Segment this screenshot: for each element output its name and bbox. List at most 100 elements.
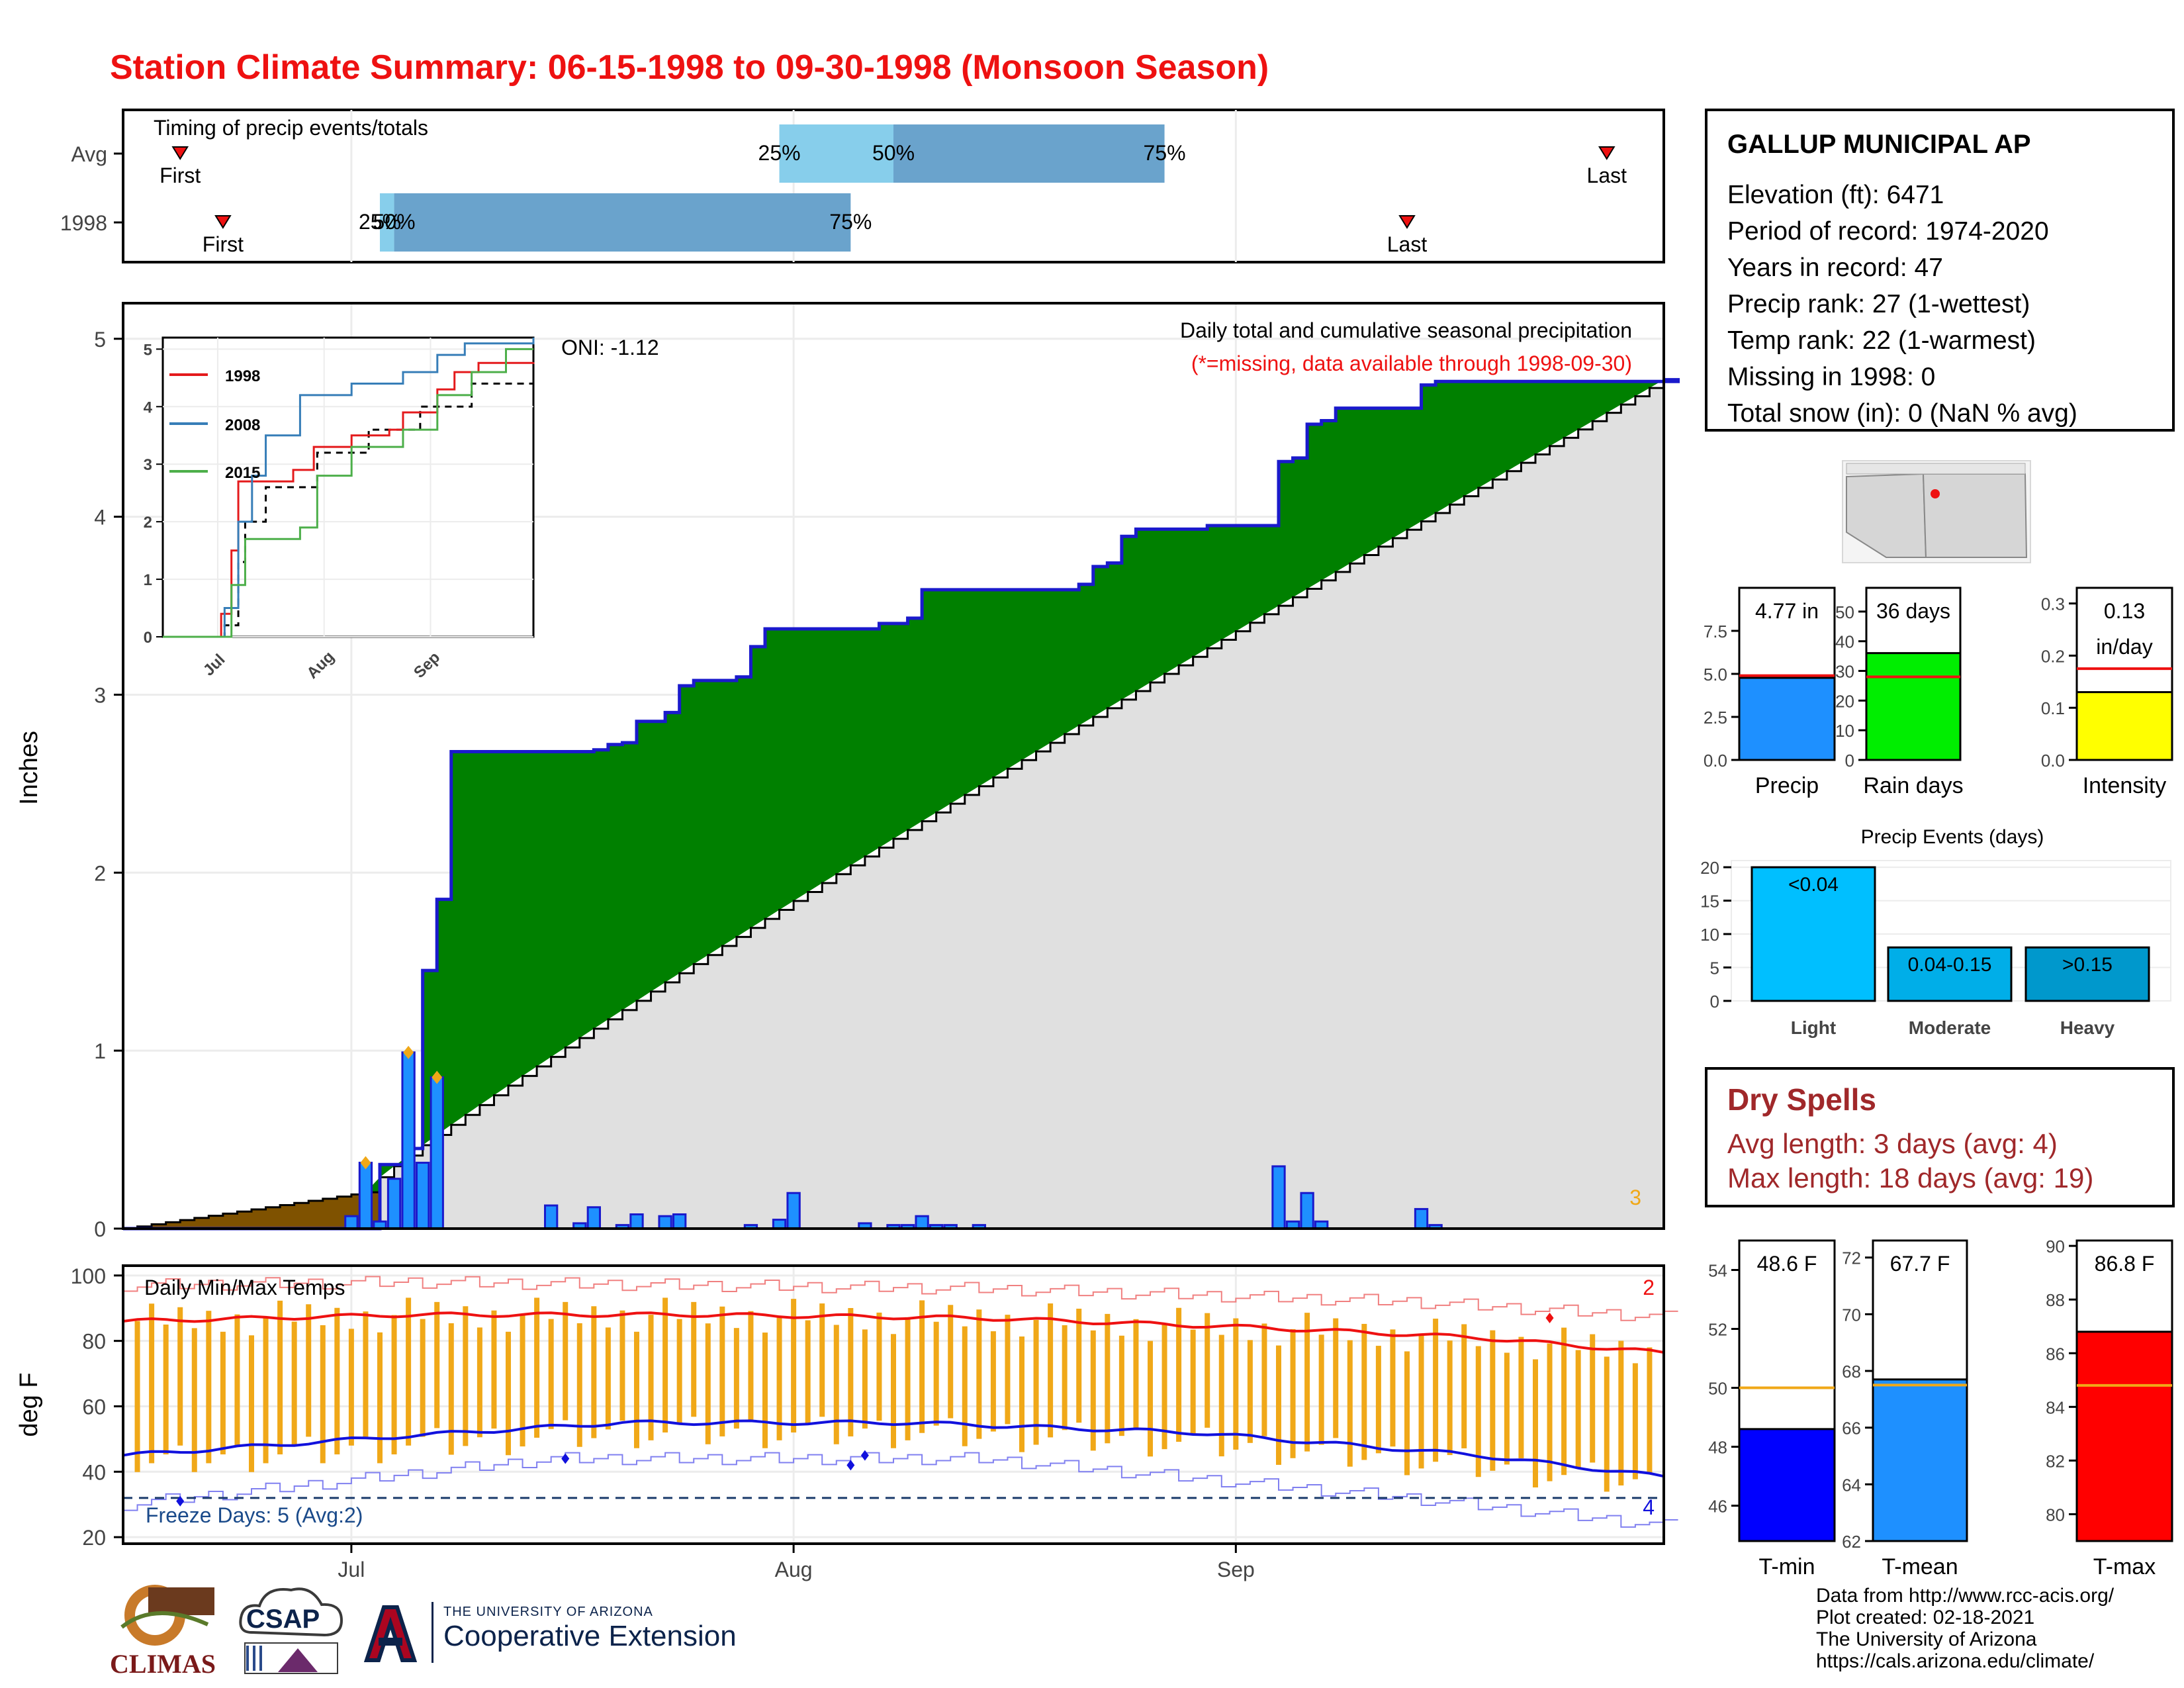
events-bar — [1751, 866, 1876, 1002]
precip-summary-ytick-label: 5.0 — [1704, 665, 1727, 684]
rain-days-ytick-label: 20 — [1835, 691, 1854, 711]
month-tick-label: Aug — [775, 1558, 813, 1581]
t-min-ytick-label: 46 — [1708, 1497, 1727, 1517]
freeze-days-label: Freeze Days: 5 (Avg:2) — [146, 1503, 363, 1527]
timing-bar-25-50 — [380, 193, 394, 252]
t-mean-ytick-label: 72 — [1842, 1248, 1861, 1268]
t-max-category-label: T-max — [2093, 1554, 2156, 1579]
daily-temp-range-bar — [1347, 1340, 1353, 1467]
record-marker — [561, 1453, 570, 1464]
last-marker — [1398, 215, 1416, 229]
daily-temp-range-bar — [719, 1306, 725, 1436]
dry-spells-panel: Dry Spells Avg length: 3 days (avg: 4) M… — [1705, 1067, 2175, 1207]
daily-temp-range-bar — [1005, 1315, 1011, 1425]
daily-temp-range-bar — [1375, 1346, 1381, 1454]
t-max-ytick-label: 84 — [2046, 1397, 2065, 1417]
daily-precip-bar — [658, 1215, 672, 1230]
daily-temp-range-bar — [1361, 1323, 1367, 1460]
daily-temp-range-bar — [862, 1329, 868, 1429]
timing-label-25: 25% — [359, 210, 401, 234]
daily-temp-range-bar — [448, 1323, 454, 1455]
daily-temp-range-bar — [1490, 1330, 1496, 1471]
daily-precip-bar — [416, 1162, 430, 1230]
avg-min-line — [122, 1419, 1664, 1478]
events-ytick-label: 20 — [1700, 858, 1719, 878]
timing-title: Timing of precip events/totals — [154, 116, 428, 140]
daily-precip-bar — [1271, 1165, 1286, 1230]
record-marker — [1545, 1313, 1554, 1324]
daily-temp-range-bar — [1561, 1327, 1567, 1476]
t-mean-category-label: T-mean — [1882, 1554, 1958, 1579]
events-bar — [1887, 946, 2013, 1002]
daily-temp-range-bar — [1133, 1319, 1139, 1429]
daily-temp-range-bar — [848, 1307, 854, 1436]
daily-temp-range-bar — [348, 1329, 354, 1446]
record-marker — [860, 1450, 869, 1461]
daily-temp-range-bar — [591, 1306, 597, 1438]
daily-precip-bar — [915, 1215, 929, 1230]
csap-logo — [239, 1587, 343, 1674]
timing-bar-50-75 — [394, 193, 851, 252]
t-max-ytick-label: 80 — [2046, 1505, 2065, 1524]
daily-temp-range-bar — [1618, 1340, 1624, 1486]
dry-spells-avg: Avg length: 3 days (avg: 4) — [1727, 1128, 2058, 1159]
daily-temp-range-bar — [1504, 1352, 1510, 1465]
daily-temp-range-bar — [1048, 1303, 1054, 1438]
rain-days-bar — [1865, 652, 1962, 761]
events-category-label: Moderate — [1909, 1017, 1991, 1038]
t-mean-ytick-label: 70 — [1842, 1305, 1861, 1325]
daily-temp-range-bar — [1261, 1323, 1267, 1436]
timing-label-75: 75% — [829, 210, 872, 234]
first-marker — [171, 146, 189, 160]
daily-temp-range-bar — [149, 1303, 155, 1464]
daily-temp-range-bar — [563, 1301, 569, 1421]
timing-last-label: Last — [1387, 232, 1428, 256]
timing-row-label: Avg — [71, 142, 107, 166]
dry-spells-max: Max length: 18 days (avg: 19) — [1727, 1162, 2094, 1194]
precip-summary-bar — [1738, 677, 1836, 761]
daily-temp-range-bar — [406, 1297, 412, 1446]
daily-temp-range-bar — [277, 1300, 283, 1455]
record-high-line — [123, 1276, 1678, 1321]
daily-temp-range-bar — [691, 1301, 697, 1417]
arizona-shape — [1846, 473, 1927, 558]
events-ytick-label: 0 — [1710, 992, 1719, 1011]
daily-temp-range-bar — [1461, 1324, 1467, 1448]
inset-legend-label: 1998 — [225, 367, 260, 385]
daily-temp-range-bar — [548, 1319, 554, 1429]
temp-corner-low: 4 — [1643, 1495, 1655, 1519]
oni-label: ONI: -1.12 — [561, 336, 659, 359]
last-marker — [1598, 146, 1615, 160]
t-mean-ytick-label: 64 — [1842, 1475, 1861, 1495]
rain-days-ytick-label: 10 — [1835, 721, 1854, 741]
daily-temp-range-bar — [1475, 1346, 1481, 1477]
daily-precip-bar — [586, 1206, 601, 1230]
inset-series-2015 — [163, 348, 533, 638]
daily-temp-range-bar — [576, 1323, 582, 1447]
daily-temp-range-bar — [1547, 1343, 1553, 1481]
t-min-ytick-label: 54 — [1708, 1261, 1727, 1281]
daily-temp-range-bar — [876, 1312, 882, 1421]
daily-temp-range-bar — [377, 1332, 383, 1464]
daily-temp-range-bar — [320, 1325, 326, 1464]
inset-ytick-label: 3 — [144, 456, 152, 474]
precip-summary-ytick-label: 2.5 — [1704, 708, 1727, 727]
above-average-area — [365, 379, 1664, 1229]
info-years: Years in record: 47 — [1727, 254, 1943, 282]
daily-temp-range-bar — [1062, 1325, 1068, 1430]
daily-temp-range-bar — [434, 1301, 440, 1429]
rain-days-ytick-label: 50 — [1835, 602, 1854, 622]
t-mean-ytick-label: 68 — [1842, 1362, 1861, 1382]
credit-line: https://cals.arizona.edu/climate/ — [1816, 1650, 2095, 1672]
climatology-area — [123, 379, 1664, 1229]
daily-temp-range-bar — [833, 1325, 839, 1444]
daily-temp-range-bar — [1333, 1318, 1339, 1438]
daily-temp-range-bar — [1118, 1335, 1124, 1436]
cumulative-1998-line — [123, 378, 1680, 1231]
daily-temp-range-bar — [177, 1307, 183, 1446]
info-snow: Total snow (in): 0 (NaN % avg) — [1727, 399, 2077, 428]
daily-temp-range-bar — [391, 1315, 397, 1455]
daily-temp-range-bar — [1433, 1319, 1439, 1462]
daily-temp-range-bar — [249, 1335, 254, 1472]
timing-row-label: 1998 — [60, 211, 107, 235]
